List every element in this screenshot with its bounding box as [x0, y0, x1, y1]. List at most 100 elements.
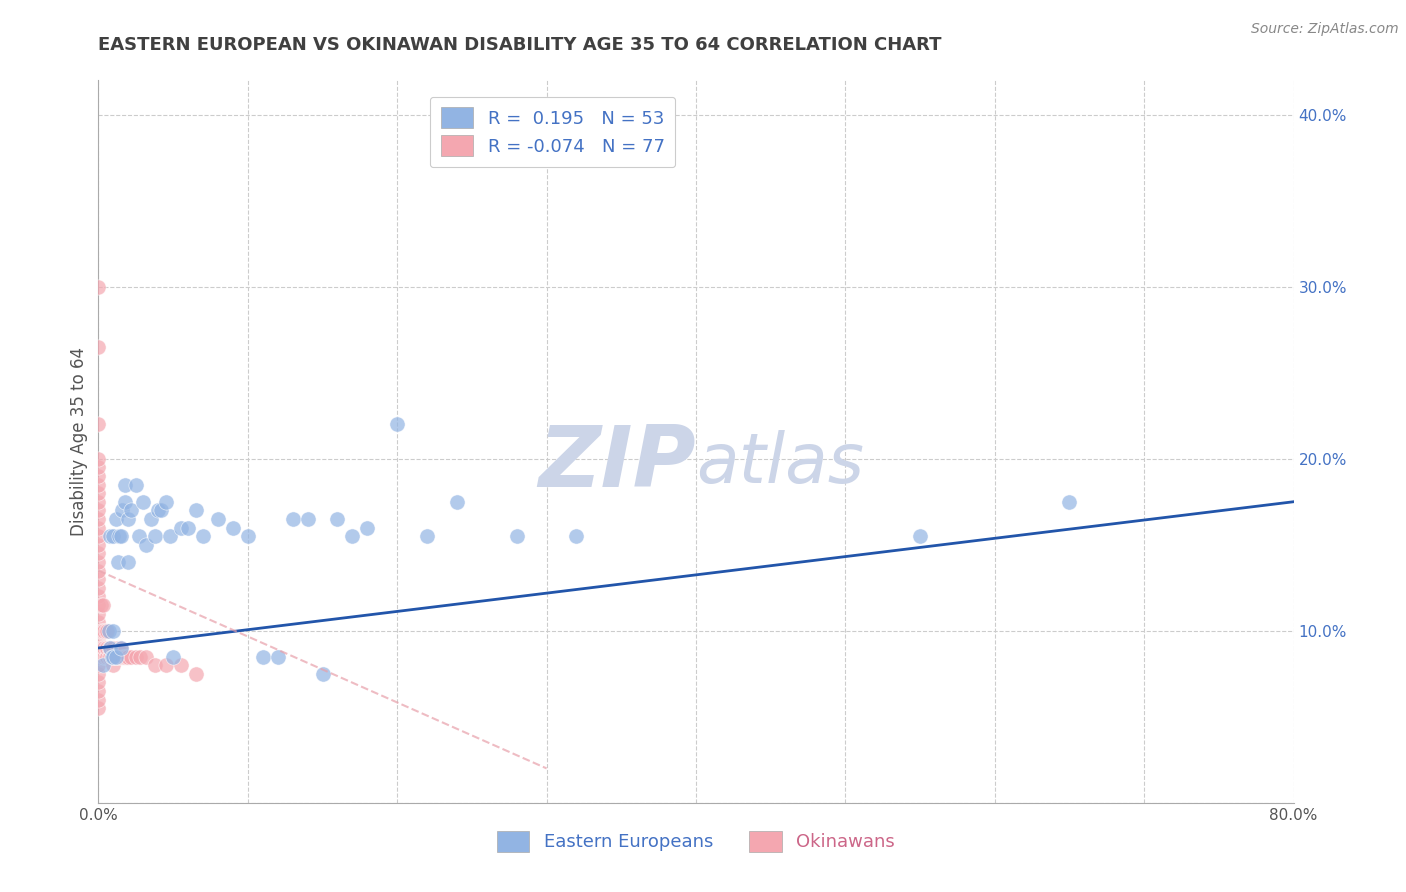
Point [191, 529, 214, 543]
Point [236, 529, 259, 543]
Point [87, 279, 110, 293]
Point [90, 640, 112, 655]
Point [565, 529, 588, 543]
Point [87, 598, 110, 612]
Point [107, 555, 129, 569]
Point [87, 564, 110, 578]
Point [96, 649, 118, 664]
Point [87, 538, 110, 552]
Point [101, 649, 124, 664]
Point [114, 477, 136, 491]
Point [87, 607, 110, 621]
Point [87, 640, 110, 655]
Point [184, 666, 207, 681]
Point [87, 520, 110, 534]
Point [98, 640, 122, 655]
Point [506, 529, 529, 543]
Point [342, 529, 364, 543]
Point [416, 529, 439, 543]
Point [222, 520, 245, 534]
Point [94, 649, 117, 664]
Point [87, 666, 110, 681]
Point [98, 529, 122, 543]
Point [267, 649, 290, 664]
Point [103, 649, 125, 664]
Point [129, 649, 152, 664]
Point [87, 632, 110, 647]
Point [87, 555, 110, 569]
Point [91, 649, 114, 664]
Point [125, 477, 148, 491]
Point [207, 512, 229, 526]
Point [87, 486, 110, 500]
Point [111, 649, 134, 664]
Point [104, 649, 127, 664]
Point [107, 649, 129, 664]
Point [114, 494, 136, 508]
Point [87, 494, 110, 508]
Point [87, 469, 110, 483]
Point [385, 417, 409, 432]
Point [1059, 494, 1081, 508]
Point [150, 503, 173, 517]
Point [91, 640, 114, 655]
Point [125, 649, 148, 664]
Point [87, 649, 110, 664]
Point [87, 615, 110, 630]
Point [87, 658, 110, 673]
Point [90, 624, 112, 638]
Point [155, 494, 177, 508]
Point [87, 477, 110, 491]
Point [311, 666, 333, 681]
Point [103, 640, 125, 655]
Point [94, 624, 117, 638]
Point [87, 546, 110, 560]
Point [111, 503, 134, 517]
Point [87, 460, 110, 475]
Point [94, 640, 117, 655]
Point [117, 512, 139, 526]
Point [155, 658, 177, 673]
Point [105, 512, 128, 526]
Point [169, 520, 191, 534]
Point [87, 701, 110, 715]
Point [97, 649, 120, 664]
Point [120, 503, 142, 517]
Point [108, 649, 131, 664]
Point [96, 624, 118, 638]
Point [252, 649, 274, 664]
Point [115, 649, 138, 664]
Point [96, 640, 118, 655]
Point [135, 649, 157, 664]
Point [87, 581, 110, 595]
Point [112, 649, 135, 664]
Point [110, 649, 132, 664]
Point [87, 572, 110, 586]
Point [143, 529, 166, 543]
Point [108, 529, 131, 543]
Point [87, 529, 110, 543]
Point [87, 624, 110, 638]
Point [87, 340, 110, 354]
Point [281, 512, 304, 526]
Text: ZIP: ZIP [538, 422, 696, 505]
Point [101, 649, 124, 664]
Point [297, 512, 319, 526]
Text: EASTERN EUROPEAN VS OKINAWAN DISABILITY AGE 35 TO 64 CORRELATION CHART: EASTERN EUROPEAN VS OKINAWAN DISABILITY … [98, 36, 942, 54]
Point [135, 538, 157, 552]
Point [120, 649, 142, 664]
Point [105, 649, 128, 664]
Point [103, 649, 125, 664]
Point [162, 649, 184, 664]
Point [114, 649, 136, 664]
Point [908, 529, 931, 543]
Point [87, 675, 110, 690]
Point [93, 640, 115, 655]
Point [98, 649, 122, 664]
Point [184, 503, 207, 517]
Point [446, 494, 468, 508]
Point [177, 520, 200, 534]
Point [159, 529, 181, 543]
Point [107, 640, 129, 655]
Point [87, 503, 110, 517]
